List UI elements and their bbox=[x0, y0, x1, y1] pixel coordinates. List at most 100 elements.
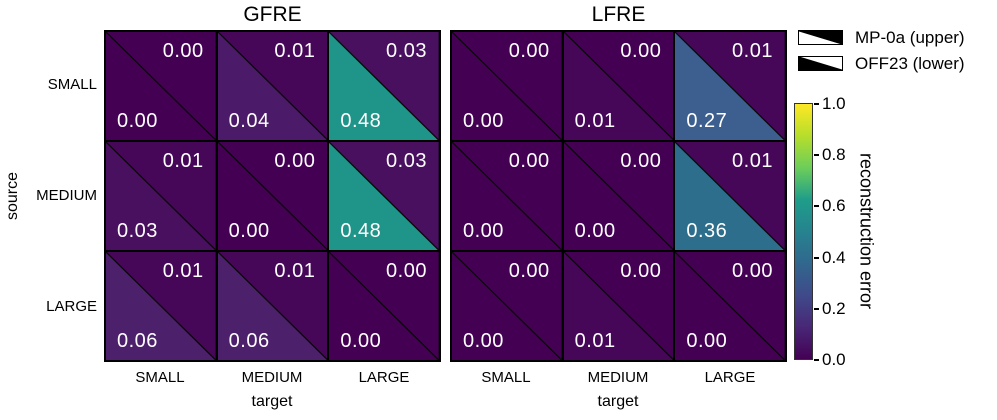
heatmap-cell-lfre-0-0: 0.00 0.00 bbox=[452, 32, 562, 140]
cell-value-lower: 0.06 bbox=[117, 330, 158, 352]
colorbar-ticklabel-1.0: 1.0 bbox=[822, 94, 846, 113]
colorbar-ticklabel-0.4: 0.4 bbox=[822, 248, 846, 267]
cell-split-triangles bbox=[675, 32, 785, 140]
col-label-lfre-small: SMALL bbox=[481, 369, 531, 386]
colorbar-axis-label: reconstruction error bbox=[856, 152, 877, 310]
cell-split-triangles bbox=[106, 142, 216, 250]
cell-split-triangles bbox=[452, 252, 562, 360]
row-label-medium: MEDIUM bbox=[36, 187, 97, 204]
upper-triangle-swatch-icon bbox=[798, 30, 843, 45]
cell-split-triangles bbox=[452, 142, 562, 250]
heatmap-cell-lfre-2-1: 0.00 0.01 bbox=[563, 252, 674, 360]
colorbar-ticklabel-0.2: 0.2 bbox=[822, 299, 846, 318]
heatmap-title-gfre: GFRE bbox=[243, 3, 302, 26]
cell-value-upper: 0.00 bbox=[508, 40, 550, 62]
cell-value-lower: 0.01 bbox=[574, 330, 616, 352]
heatmap-cell-gfre-1-2: 0.03 0.48 bbox=[329, 142, 439, 250]
heatmap-title-lfre: LFRE bbox=[591, 3, 646, 26]
cell-value-upper: 0.00 bbox=[620, 260, 662, 282]
cell-value-upper: 0.03 bbox=[386, 150, 427, 172]
cell-value-upper: 0.00 bbox=[508, 260, 550, 282]
heatmap-cell-lfre-1-0: 0.00 0.00 bbox=[452, 142, 562, 250]
cell-split-triangles bbox=[563, 252, 674, 360]
x-axis-label-lfre: target bbox=[597, 393, 639, 410]
col-label-lfre-large: LARGE bbox=[704, 369, 756, 386]
cell-value-lower: 0.00 bbox=[463, 220, 504, 242]
cell-value-upper: 0.01 bbox=[162, 260, 204, 282]
heatmap-cell-gfre-2-1: 0.01 0.06 bbox=[217, 252, 328, 360]
colorbar-tick bbox=[814, 308, 819, 310]
cell-value-upper: 0.00 bbox=[162, 40, 204, 62]
cell-split-triangles bbox=[452, 32, 562, 140]
cell-value-upper: 0.00 bbox=[386, 260, 427, 282]
cell-value-lower: 0.00 bbox=[463, 330, 504, 352]
colorbar-tick bbox=[814, 359, 819, 361]
cell-value-lower: 0.36 bbox=[686, 220, 728, 242]
legend-label-mp0a: MP-0a (upper) bbox=[855, 28, 965, 47]
colorbar-ticklabel-0.0: 0.0 bbox=[822, 350, 846, 369]
heatmap-cell-lfre-0-2: 0.01 0.27 bbox=[675, 32, 785, 140]
cell-value-upper: 0.00 bbox=[620, 40, 662, 62]
cell-value-upper: 0.00 bbox=[508, 150, 550, 172]
cell-value-lower: 0.04 bbox=[228, 110, 270, 132]
cell-value-upper: 0.00 bbox=[274, 150, 316, 172]
cell-split-triangles bbox=[217, 252, 328, 360]
cell-value-lower: 0.03 bbox=[117, 220, 158, 242]
col-label-gfre-medium: MEDIUM bbox=[241, 369, 303, 386]
col-label-gfre-large: LARGE bbox=[358, 369, 410, 386]
cell-value-lower: 0.00 bbox=[117, 110, 158, 132]
cell-split-triangles bbox=[563, 32, 674, 140]
cell-value-upper: 0.01 bbox=[732, 150, 773, 172]
colorbar-tick bbox=[814, 205, 819, 207]
cell-value-lower: 0.27 bbox=[686, 110, 728, 132]
legend-label-off23: OFF23 (lower) bbox=[855, 54, 965, 73]
heatmap-cell-gfre-2-2: 0.00 0.00 bbox=[329, 252, 439, 360]
heatmap-cell-gfre-1-1: 0.00 0.00 bbox=[217, 142, 328, 250]
heatmap-cell-gfre-0-1: 0.01 0.04 bbox=[217, 32, 328, 140]
heatmap-cell-lfre-2-0: 0.00 0.00 bbox=[452, 252, 562, 360]
cell-value-upper: 0.01 bbox=[274, 40, 316, 62]
colorbar-tick bbox=[814, 103, 819, 105]
cell-value-lower: 0.48 bbox=[340, 110, 382, 132]
heatmap-cell-lfre-1-2: 0.01 0.36 bbox=[675, 142, 785, 250]
cell-split-triangles bbox=[217, 32, 328, 140]
heatmap-lfre: 0.00 0.00 0.00 0.01 0.01 0.27 0.00 0.00 0.00 0.00… bbox=[450, 30, 787, 362]
colorbar-tick bbox=[814, 154, 819, 156]
cell-split-triangles bbox=[675, 142, 785, 250]
colorbar-ticklabel-0.8: 0.8 bbox=[822, 145, 846, 164]
heatmap-cell-lfre-2-2: 0.00 0.00 bbox=[675, 252, 785, 360]
cell-value-upper: 0.00 bbox=[620, 150, 662, 172]
cell-value-lower: 0.00 bbox=[228, 220, 270, 242]
heatmap-cell-gfre-0-0: 0.00 0.00 bbox=[106, 32, 216, 140]
cell-value-lower: 0.00 bbox=[574, 220, 616, 242]
heatmap-cell-gfre-1-0: 0.01 0.03 bbox=[106, 142, 216, 250]
x-axis-label-gfre: target bbox=[251, 393, 293, 410]
heatmap-cell-gfre-0-2: 0.03 0.48 bbox=[329, 32, 439, 140]
cell-value-lower: 0.01 bbox=[574, 110, 616, 132]
heatmap-gfre: 0.00 0.00 0.01 0.04 0.03 0.48 0.01 0.03 0.00 0.00… bbox=[104, 30, 441, 362]
cell-split-triangles bbox=[329, 252, 439, 360]
cell-split-triangles bbox=[217, 142, 328, 250]
cell-split-triangles bbox=[563, 142, 674, 250]
heatmap-cell-gfre-2-0: 0.01 0.06 bbox=[106, 252, 216, 360]
colorbar-tick bbox=[814, 257, 819, 259]
heatmap-cell-lfre-1-1: 0.00 0.00 bbox=[563, 142, 674, 250]
col-label-gfre-small: SMALL bbox=[135, 369, 185, 386]
cell-split-triangles bbox=[106, 32, 216, 140]
cell-value-upper: 0.03 bbox=[386, 40, 427, 62]
colorbar-ticklabel-0.6: 0.6 bbox=[822, 196, 846, 215]
cell-value-lower: 0.00 bbox=[463, 110, 504, 132]
cell-value-lower: 0.00 bbox=[340, 330, 382, 352]
colorbar bbox=[794, 103, 813, 360]
row-label-small: SMALL bbox=[47, 76, 97, 93]
cell-value-upper: 0.00 bbox=[732, 260, 773, 282]
cell-value-upper: 0.01 bbox=[162, 150, 204, 172]
row-label-large: LARGE bbox=[46, 298, 97, 315]
lower-triangle-swatch-icon bbox=[798, 56, 843, 71]
cell-value-lower: 0.00 bbox=[686, 330, 728, 352]
cell-split-triangles bbox=[106, 252, 216, 360]
cell-value-upper: 0.01 bbox=[274, 260, 316, 282]
cell-value-lower: 0.48 bbox=[340, 220, 382, 242]
heatmap-cell-lfre-0-1: 0.00 0.01 bbox=[563, 32, 674, 140]
